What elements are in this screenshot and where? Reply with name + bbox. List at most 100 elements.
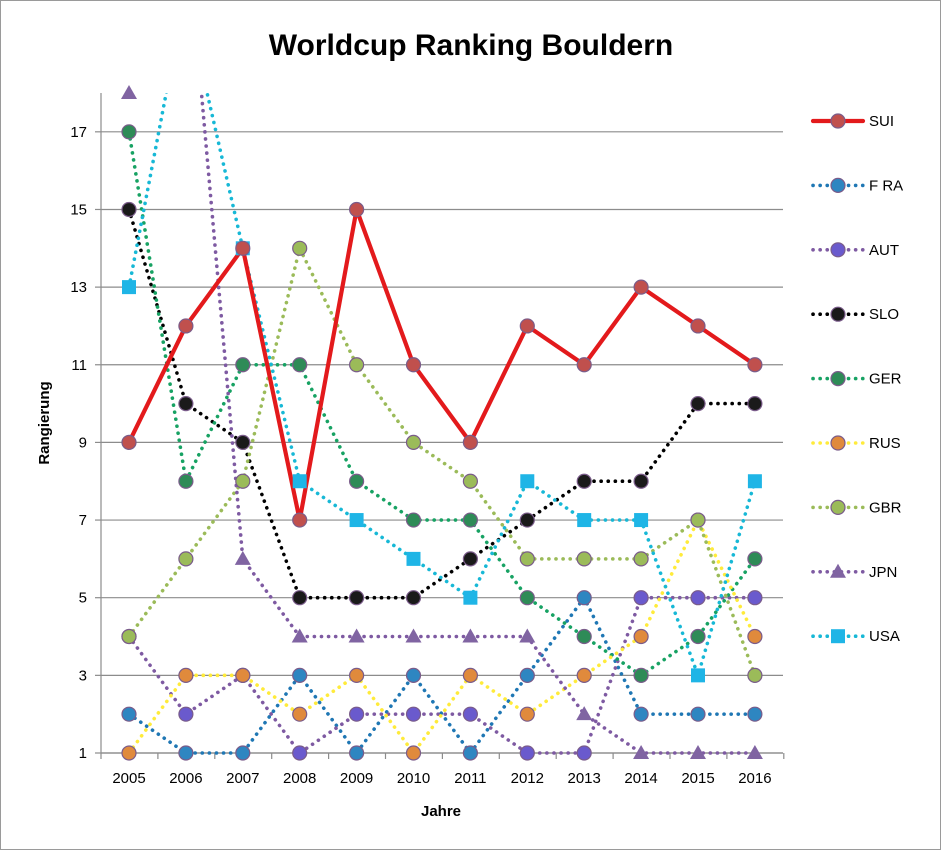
y-tick-label: 3 — [79, 667, 87, 684]
y-tick-label: 9 — [79, 434, 87, 451]
marker-gbr-2007 — [235, 473, 251, 489]
marker-legend — [831, 629, 845, 644]
legend-item-rus: RUS — [811, 435, 901, 452]
marker-fra-2007 — [235, 745, 251, 761]
marker-fra-2005 — [121, 706, 137, 722]
marker-sui-2010 — [405, 357, 422, 373]
legend-label: USA — [869, 628, 900, 645]
marker-usa-2009 — [349, 513, 364, 528]
marker-ger-2010 — [405, 512, 422, 528]
marker-fra-2010 — [405, 667, 422, 683]
x-tick-label: 2009 — [340, 770, 373, 787]
marker-legend — [830, 177, 846, 193]
marker-ger-2007 — [235, 357, 251, 373]
marker-jpn-2016 — [746, 745, 763, 759]
y-tick-label: 17 — [70, 124, 87, 141]
legend-label: F RA — [869, 177, 903, 194]
marker-ger-2016 — [747, 551, 763, 567]
marker-slo-2012 — [519, 512, 535, 528]
y-tick-label: 15 — [70, 201, 87, 218]
marker-usa-2011 — [463, 590, 478, 605]
legend-item-usa: USA — [811, 628, 900, 645]
x-tick-label: 2015 — [681, 770, 714, 787]
legend-label: GBR — [869, 499, 902, 516]
legend-item-ger: GER — [811, 371, 902, 388]
marker-legend — [830, 563, 846, 578]
marker-ger-2008 — [292, 357, 308, 373]
marker-jpn-2012 — [519, 628, 536, 643]
marker-rus-2011 — [462, 667, 478, 683]
marker-usa-2016 — [747, 474, 762, 489]
marker-aut-2006 — [178, 706, 194, 722]
marker-slo-2009 — [349, 590, 365, 606]
x-axis-title: Jahre — [421, 803, 461, 820]
marker-ger-2013 — [576, 628, 592, 645]
legend-item-aut: AUT — [811, 242, 899, 259]
marker-sui-2013 — [576, 357, 592, 373]
marker-slo-2016 — [747, 395, 763, 412]
marker-rus-2014 — [633, 628, 649, 645]
marker-rus-2005 — [121, 745, 137, 761]
marker-usa-2008 — [292, 474, 307, 489]
x-tick-label: 2008 — [283, 770, 316, 787]
legend-label: GER — [869, 371, 902, 388]
x-tick-label: 2006 — [169, 770, 202, 787]
marker-legend — [830, 435, 846, 451]
marker-rus-2013 — [576, 667, 592, 683]
marker-gbr-2009 — [349, 357, 365, 373]
marker-fra-2015 — [690, 706, 706, 722]
x-tick-label: 2013 — [568, 770, 601, 787]
marker-aut-2014 — [633, 590, 649, 606]
legend-label: RUS — [869, 435, 901, 452]
marker-sui-2012 — [519, 318, 535, 334]
x-tick-label: 2016 — [738, 770, 771, 787]
marker-ger-2012 — [519, 590, 535, 606]
marker-gbr-2013 — [576, 551, 592, 567]
legend-label: SLO — [869, 306, 899, 323]
series-line-slo — [127, 207, 757, 600]
marker-usa-2012 — [520, 474, 535, 489]
x-tick-label: 2012 — [511, 770, 544, 787]
marker-rus-2012 — [519, 706, 535, 722]
marker-usa-2013 — [577, 513, 592, 528]
legend-item-sui: SUI — [810, 113, 894, 130]
marker-slo-2015 — [690, 395, 706, 412]
marker-jpn-2014 — [633, 745, 650, 759]
marker-sui-2006 — [178, 318, 194, 334]
marker-jpn-2010 — [405, 628, 422, 643]
legend-item-jpn: JPN — [811, 563, 897, 581]
y-axis-title: Rangierung — [36, 381, 53, 464]
marker-fra-2012 — [519, 667, 535, 683]
marker-fra-2008 — [292, 667, 308, 683]
marker-fra-2011 — [462, 745, 478, 761]
marker-aut-2015 — [690, 590, 706, 606]
marker-rus-2008 — [292, 706, 308, 722]
marker-ger-2015 — [690, 628, 706, 645]
marker-jpn-2009 — [348, 628, 365, 643]
series-line-sui — [126, 207, 757, 523]
marker-gbr-2012 — [519, 551, 535, 567]
marker-aut-2012 — [519, 745, 535, 761]
marker-ger-2006 — [178, 473, 194, 489]
legend-item-fra: F RA — [811, 177, 903, 194]
y-tick-label: 5 — [79, 590, 87, 607]
series-line-aut — [127, 595, 757, 755]
x-tick-labels: 2005 2006 2007 2008 2009 2010 2011 2012 2013 2014… — [112, 770, 771, 787]
legend-label: AUT — [869, 242, 899, 259]
x-tick-label: 2005 — [112, 770, 145, 787]
marker-sui-2009 — [349, 201, 365, 218]
markers-group — [121, 85, 763, 761]
legend-item-gbr: GBR — [811, 499, 902, 516]
marker-ger-2009 — [349, 473, 365, 489]
marker-jpn-2011 — [462, 628, 479, 643]
marker-fra-2013 — [576, 590, 592, 606]
marker-aut-2009 — [349, 706, 365, 722]
marker-sui-2005 — [121, 434, 137, 451]
marker-gbr-2008 — [292, 240, 308, 256]
marker-aut-2013 — [576, 745, 592, 761]
legend-label: SUI — [869, 113, 894, 130]
marker-legend — [830, 306, 846, 322]
